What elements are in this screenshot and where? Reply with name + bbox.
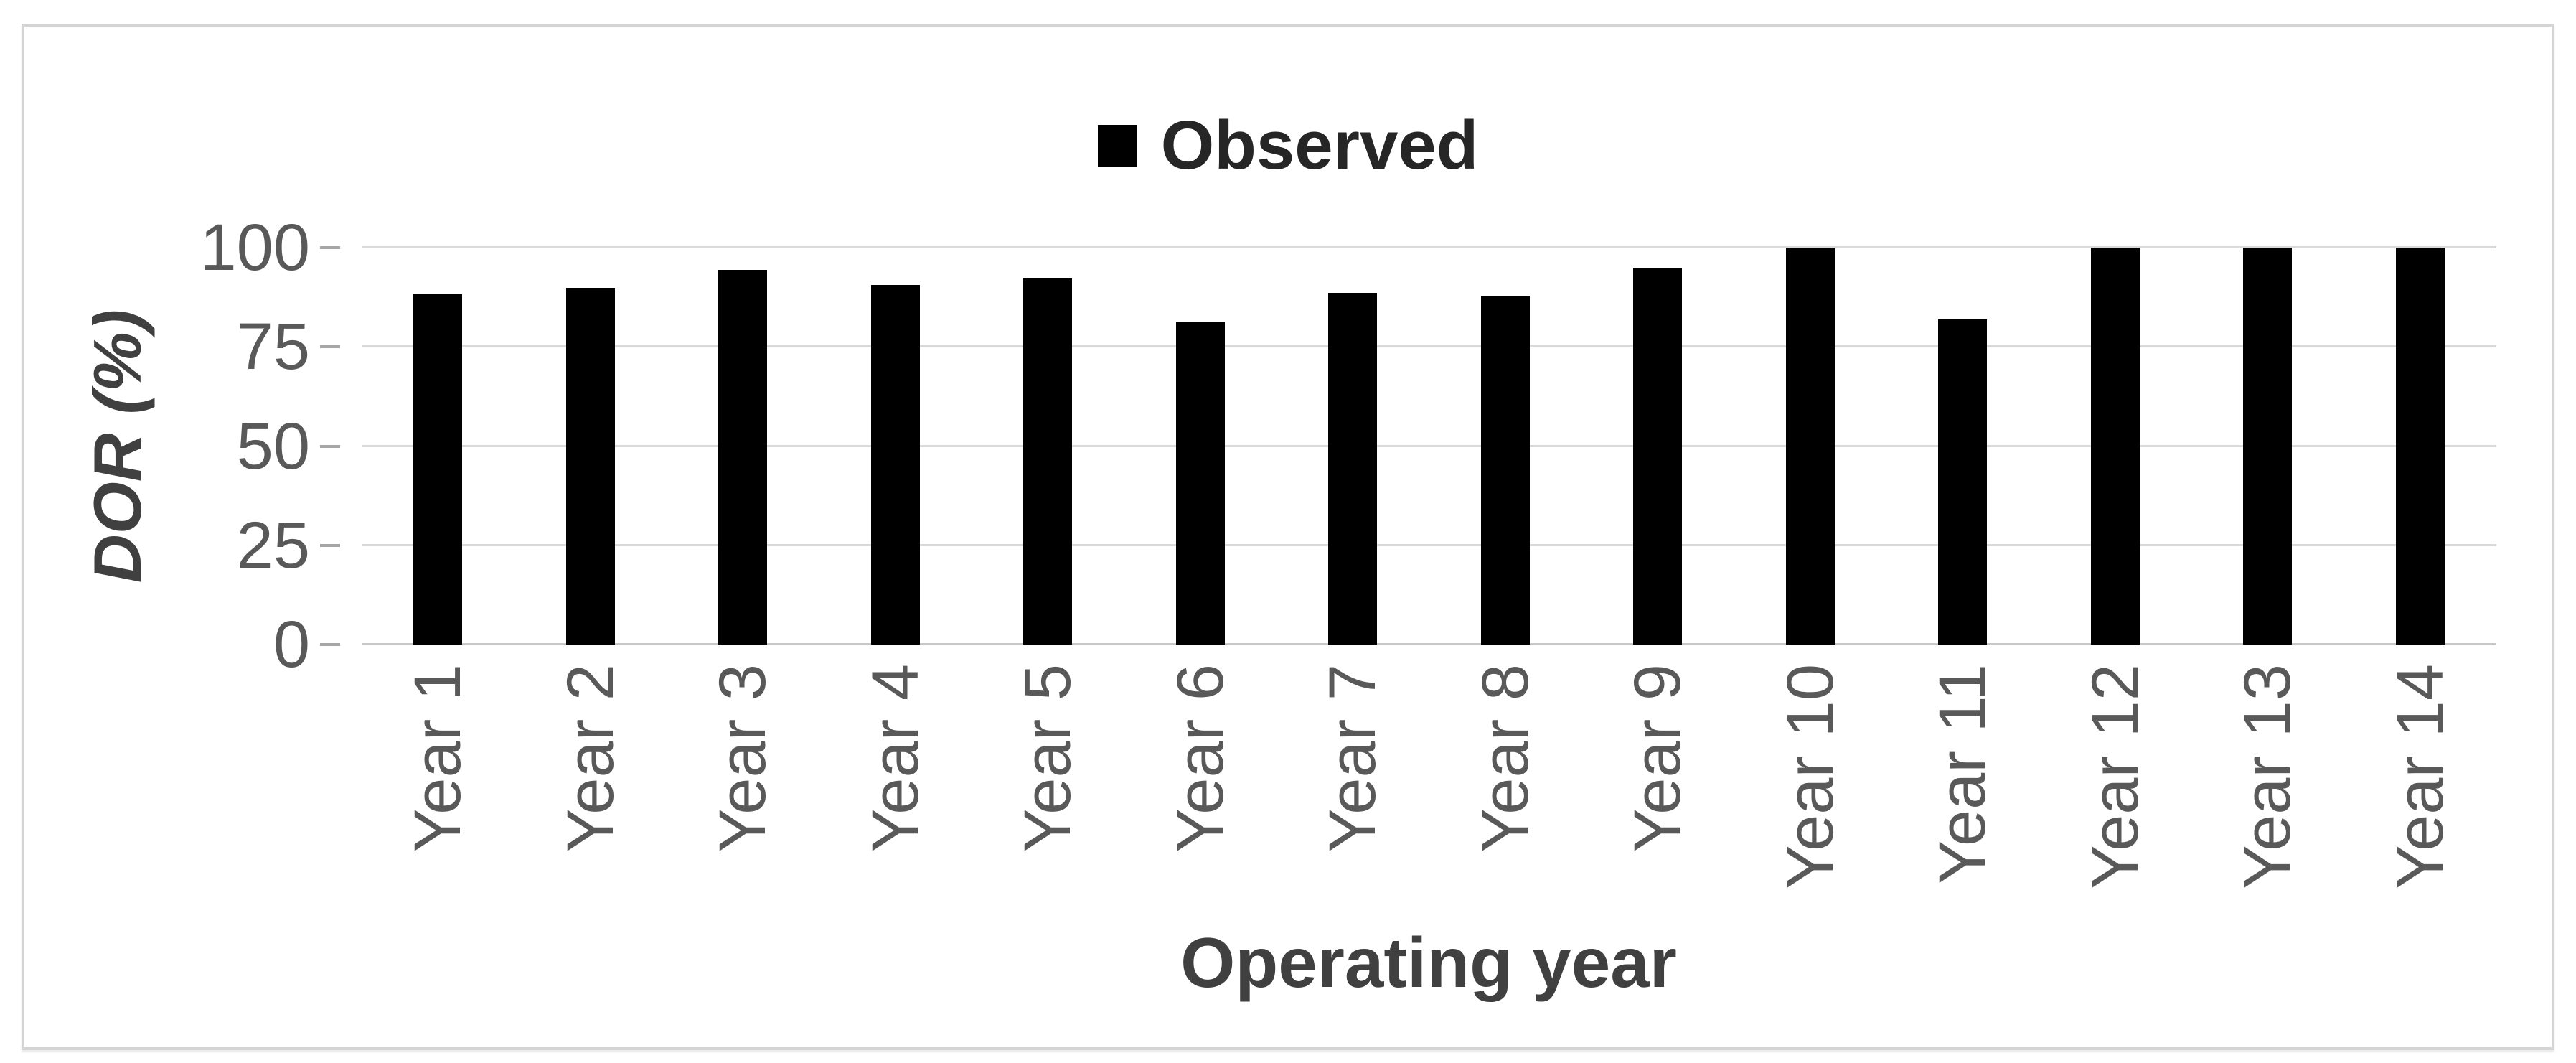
- y-tick-mark-50: [320, 444, 340, 448]
- bar-year-14: [2395, 248, 2445, 645]
- x-tick-label-year-12: Year 12: [2078, 664, 2152, 889]
- x-axis-line: [362, 643, 2496, 645]
- bar-year-8: [1480, 295, 1530, 645]
- chart-figure: Observed DOR (%) 0 25 50 75 100 Year 1 Year 2…: [22, 24, 2554, 1050]
- chart-legend: Observed: [24, 111, 2552, 180]
- y-axis-ticks: 0 25 50 75 100: [24, 215, 362, 678]
- bar-year-13: [2243, 248, 2293, 645]
- y-tick-label-100: 100: [199, 211, 311, 284]
- x-tick-label-year-9: Year 9: [1621, 664, 1695, 853]
- plot-area: [362, 246, 2496, 645]
- legend-label-observed: Observed: [1160, 107, 1479, 184]
- gridline-25: [362, 543, 2496, 546]
- bar-year-2: [565, 288, 615, 645]
- y-tick-label-50: 50: [236, 409, 310, 483]
- x-axis-labels: Year 1 Year 2 Year 3 Year 4 Year 5 Year 6 Year…: [362, 664, 2496, 929]
- x-tick-label-year-11: Year 11: [1926, 664, 2000, 884]
- gridline-50: [362, 444, 2496, 447]
- x-axis-title: Operating year: [1180, 923, 1677, 1002]
- x-tick-label-year-4: Year 4: [858, 664, 932, 853]
- bar-year-7: [1328, 292, 1378, 645]
- bar-year-1: [413, 294, 463, 645]
- bar-year-5: [1023, 278, 1073, 645]
- x-tick-label-year-2: Year 2: [553, 664, 627, 853]
- y-tick-mark-75: [320, 345, 340, 349]
- bar-year-6: [1175, 322, 1225, 645]
- bar-year-3: [718, 269, 768, 645]
- gridline-75: [362, 345, 2496, 348]
- x-tick-label-year-14: Year 14: [2383, 664, 2457, 889]
- y-tick-label-0: 0: [273, 608, 310, 681]
- gridline-100: [362, 246, 2496, 248]
- y-tick-mark-25: [320, 543, 340, 547]
- bar-year-9: [1633, 268, 1683, 645]
- bar-year-11: [1938, 319, 1988, 645]
- bar-year-4: [870, 284, 920, 645]
- x-tick-label-year-7: Year 7: [1316, 664, 1390, 853]
- legend-swatch-observed: [1097, 125, 1137, 167]
- y-tick-label-75: 75: [236, 310, 310, 384]
- x-tick-label-year-3: Year 3: [706, 664, 780, 853]
- x-tick-label-year-8: Year 8: [1468, 664, 1542, 853]
- x-tick-label-year-13: Year 13: [2231, 664, 2305, 889]
- bar-year-12: [2090, 248, 2140, 645]
- y-tick-mark-0: [320, 643, 340, 646]
- x-tick-label-year-6: Year 6: [1163, 664, 1237, 853]
- x-tick-label-year-10: Year 10: [1773, 664, 1847, 889]
- x-tick-label-year-5: Year 5: [1011, 664, 1085, 853]
- y-tick-label-25: 25: [236, 508, 310, 582]
- y-tick-mark-100: [320, 246, 340, 249]
- bar-year-10: [1785, 248, 1835, 645]
- x-tick-label-year-1: Year 1: [401, 664, 475, 853]
